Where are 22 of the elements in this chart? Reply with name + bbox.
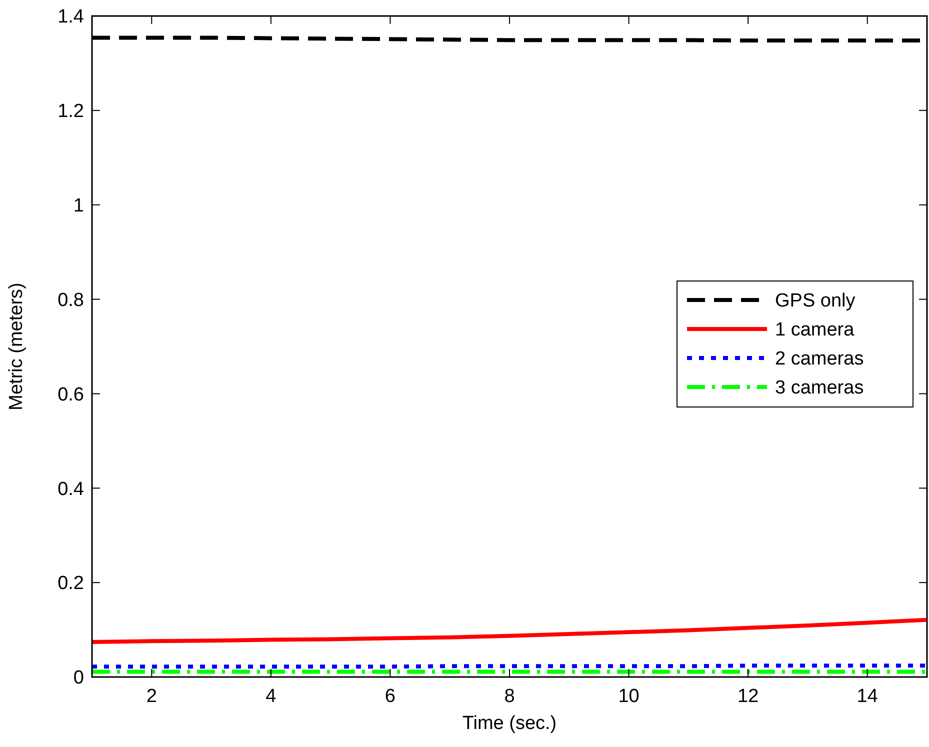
y-tick-label: 1.4	[58, 6, 84, 28]
y-tick-label: 1	[73, 196, 84, 217]
y-tick-label: 0.4	[58, 478, 84, 500]
x-tick-label: 14	[856, 686, 878, 707]
x-tick-label: 2	[146, 686, 157, 707]
y-tick-label: 0	[73, 668, 84, 689]
legend-label: 1 camera	[775, 320, 855, 341]
x-tick-label: 8	[504, 686, 515, 707]
line-series	[90, 618, 929, 644]
y-tick-label: 0.2	[58, 573, 84, 594]
legend-label: GPS only	[775, 290, 856, 312]
y-axis-title: Metric (meters)	[6, 282, 27, 410]
legend-label: 2 cameras	[775, 348, 864, 370]
x-tick-label: 4	[266, 686, 277, 707]
x-tick-label: 6	[384, 686, 396, 707]
x-axis-title: Time (sec.)	[462, 713, 557, 734]
y-tick-label: 1.2	[58, 101, 84, 122]
x-tick-label: 10	[618, 686, 640, 707]
y-tick-label: 0.6	[58, 384, 84, 406]
x-tick-label: 12	[738, 686, 759, 707]
y-tick-label: 0.8	[58, 290, 84, 311]
legend-label: 3 cameras	[775, 378, 864, 399]
